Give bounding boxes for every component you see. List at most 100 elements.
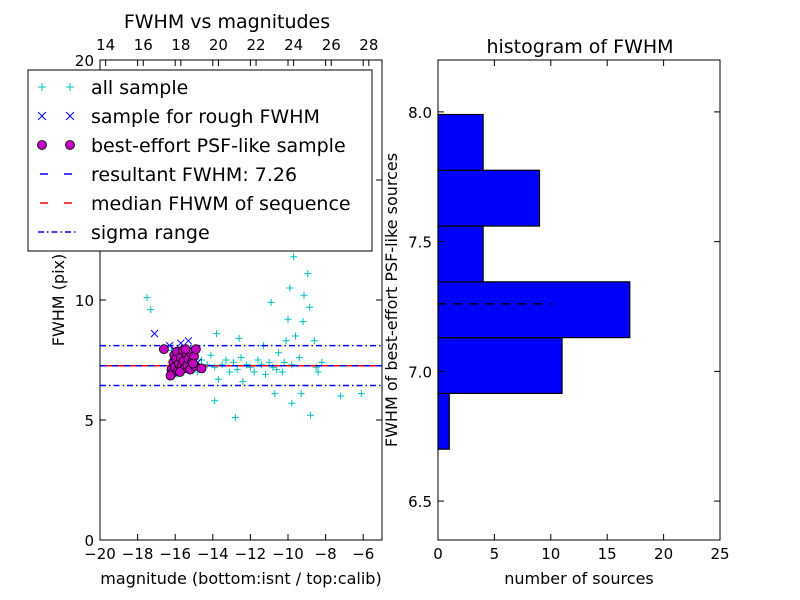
all-sample-point <box>288 361 296 369</box>
best-effort-point <box>159 344 169 355</box>
scatter-xtick-label: −14 <box>197 545 229 563</box>
all-sample-point <box>290 253 298 261</box>
scatter-toptick-label: 26 <box>322 36 341 54</box>
scatter-toptick-label: 24 <box>284 36 303 54</box>
all-sample-point <box>306 303 314 311</box>
all-sample-point <box>282 337 290 345</box>
histogram-ytick-label: 7.0 <box>408 363 432 381</box>
all-sample-point <box>235 334 243 342</box>
all-sample-point <box>237 354 245 362</box>
all-sample-point <box>284 315 292 323</box>
all-sample-point <box>258 361 266 369</box>
scatter-ytick-label: 10 <box>75 292 94 310</box>
all-sample-point <box>275 349 283 357</box>
best-effort-point <box>196 363 207 374</box>
scatter-toptick-label: 20 <box>209 36 228 54</box>
all-sample-point <box>265 358 273 366</box>
all-sample-point <box>312 363 320 371</box>
all-sample-point <box>229 358 237 366</box>
all-sample-point <box>211 363 219 371</box>
histogram-xtick-label: 10 <box>541 545 560 563</box>
histogram-title: histogram of FWHM <box>486 36 673 58</box>
scatter-xtick-label: −18 <box>122 545 154 563</box>
all-sample-point <box>318 358 326 366</box>
all-sample-point <box>207 351 215 359</box>
legend-item: sample for rough FWHM <box>37 106 320 128</box>
histogram-plot-area <box>437 59 721 541</box>
all-sample-point <box>243 361 251 369</box>
all-sample-point <box>147 306 155 314</box>
best-effort-point <box>174 367 185 377</box>
histogram-ytick-label: 7.5 <box>408 234 432 252</box>
legend-label: resultant FWHM: 7.26 <box>91 164 297 186</box>
all-sample-point <box>297 390 305 398</box>
all-sample-point <box>211 397 219 405</box>
scatter-xtick-label: −10 <box>272 545 304 563</box>
all-sample-point <box>314 368 322 376</box>
histogram-xtick-label: 25 <box>710 545 729 563</box>
legend-plus-marker <box>38 83 46 91</box>
scatter-ytick-label: 5 <box>84 412 94 430</box>
histogram-xlabel: number of sources <box>504 569 654 588</box>
legend-item: all sample <box>38 77 188 99</box>
scatter-chart: FWHM vs magnitudes −20 −18 −16 −14 −12 −10 −8−… <box>49 11 383 588</box>
legend-item: median FHWM of sequence <box>36 193 351 215</box>
legend-x-marker <box>37 111 47 121</box>
legend-item: best-effort PSF-like sample <box>37 135 346 157</box>
histogram-xtick-label: 20 <box>654 545 673 563</box>
scatter-toptick-label: 28 <box>359 36 378 54</box>
legend-label: sigma range <box>91 222 210 244</box>
histogram-bar <box>437 392 450 450</box>
all-sample-point <box>267 298 275 306</box>
legend-label: sample for rough FWHM <box>91 106 320 128</box>
legend-x-marker <box>65 111 75 121</box>
all-sample-point <box>307 411 315 419</box>
all-sample-point <box>246 363 254 371</box>
histogram-ytick-label: 8.0 <box>408 104 432 122</box>
histogram-xtick-label: 15 <box>598 545 617 563</box>
best-effort-point <box>180 344 191 355</box>
legend-plus-marker <box>66 83 74 91</box>
legend-item: resultant FWHM: 7.26 <box>36 164 297 186</box>
scatter-xtick-label: −6 <box>352 545 374 563</box>
best-effort-point <box>165 370 176 381</box>
all-sample-point <box>273 366 281 374</box>
legend-box <box>27 69 373 252</box>
all-sample-point <box>214 375 222 383</box>
all-sample-point <box>357 390 365 398</box>
all-sample-point <box>231 414 239 422</box>
scatter-xtick-label: −16 <box>159 545 191 563</box>
histogram-xtick-label: 0 <box>433 545 443 563</box>
histogram-xtick-label: 5 <box>490 545 500 563</box>
all-sample-point <box>299 318 307 326</box>
histogram-bar <box>437 337 563 395</box>
legend-circle-marker <box>65 140 75 150</box>
legend-item: sigma range <box>38 222 210 244</box>
scatter-legend: all sample sample for rough FWHM best-effo… <box>27 69 373 252</box>
all-sample-point <box>292 332 300 340</box>
best-effort-point <box>188 358 198 369</box>
all-sample-point <box>288 399 296 407</box>
all-sample-point <box>218 361 226 369</box>
all-sample-point <box>295 354 303 362</box>
histogram-bar <box>437 281 631 339</box>
histogram-bar <box>437 113 484 171</box>
histogram-bar <box>437 225 484 283</box>
rough-sample-point <box>184 336 193 345</box>
scatter-xtick-label: −20 <box>84 545 116 563</box>
all-sample-point <box>278 368 286 376</box>
scatter-title: FWHM vs magnitudes <box>124 11 330 33</box>
all-sample-point <box>337 392 345 400</box>
all-sample-point <box>261 370 269 378</box>
legend-label: best-effort PSF-like sample <box>91 135 346 157</box>
scatter-xtick-label: −8 <box>315 545 337 563</box>
legend-circle-marker <box>37 140 47 150</box>
scatter-toptick-label: 18 <box>171 36 190 54</box>
legend-label: median FHWM of sequence <box>91 193 351 215</box>
all-sample-point <box>250 368 258 376</box>
scatter-ytick-label: 20 <box>75 52 94 70</box>
histogram-bar <box>437 169 541 227</box>
all-sample-point <box>222 356 230 364</box>
rough-sample-point <box>150 329 159 338</box>
